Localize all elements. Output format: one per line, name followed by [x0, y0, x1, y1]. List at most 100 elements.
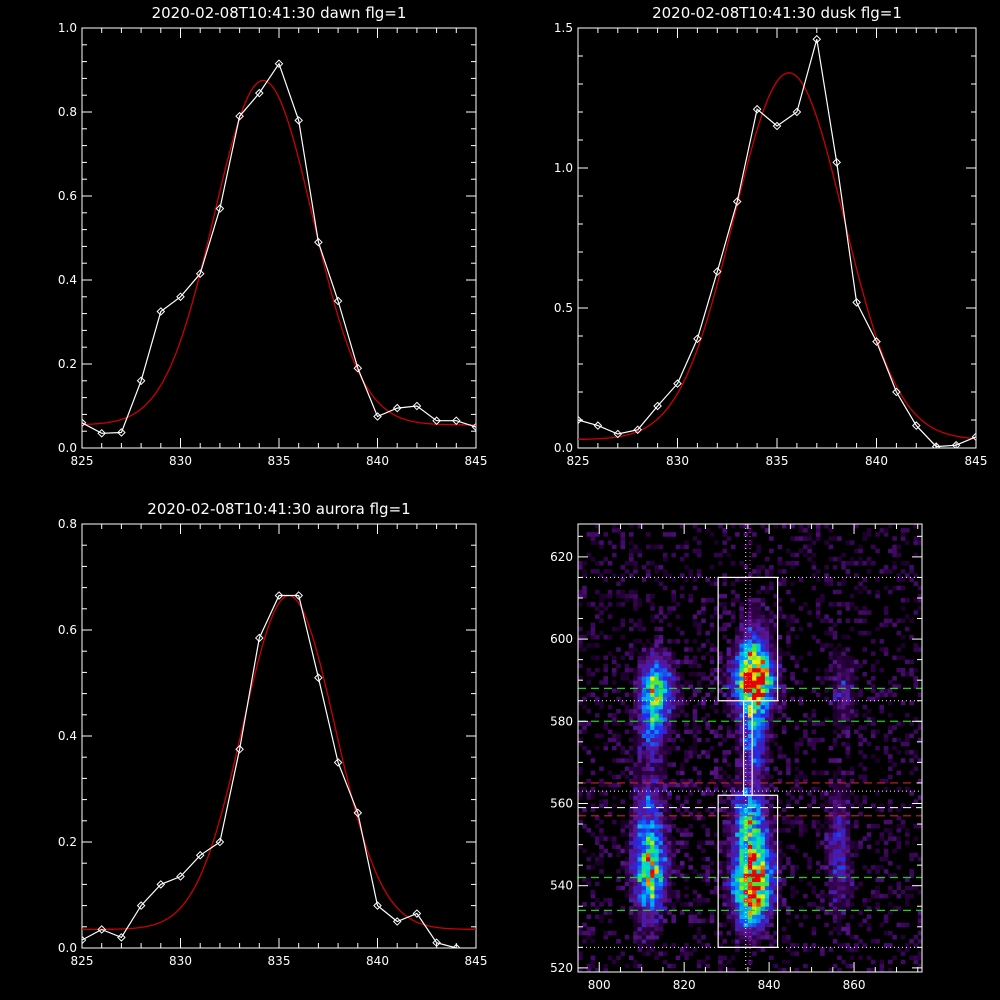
data-point	[333, 758, 343, 767]
data-point	[97, 925, 107, 934]
data-line	[578, 39, 976, 448]
data-point	[156, 307, 166, 316]
x-tick-label: 825	[71, 454, 94, 468]
data-point	[294, 116, 304, 125]
data-point	[254, 88, 264, 98]
data-point	[373, 412, 382, 421]
data-point	[832, 158, 842, 167]
data-point	[693, 334, 702, 344]
data-point	[195, 850, 205, 860]
y-tick-label: 580	[550, 714, 573, 728]
data-line	[82, 594, 457, 948]
data-point	[772, 121, 782, 131]
x-tick-label: 835	[268, 954, 291, 968]
x-tick-label: 845	[965, 454, 988, 468]
data-point	[333, 296, 343, 306]
data-point	[156, 880, 166, 889]
data-point	[195, 269, 205, 279]
data-point	[892, 387, 901, 397]
x-tick-label: 845	[465, 954, 488, 968]
data-point	[176, 872, 185, 881]
y-tick-label: 0.8	[58, 517, 77, 531]
fit-curve	[578, 72, 976, 441]
data-point	[136, 376, 146, 386]
heatmap-image	[578, 524, 922, 972]
data-point	[392, 917, 402, 926]
data-point	[673, 379, 682, 388]
data-point	[412, 909, 422, 918]
plot-area	[82, 591, 476, 948]
chart-title: 2020-02-08T10:41:30 aurora flg=1	[147, 500, 410, 518]
data-point	[712, 267, 722, 276]
data-point	[314, 237, 323, 247]
x-tick-label: 825	[71, 954, 94, 968]
data-point	[117, 428, 126, 437]
data-point	[274, 591, 284, 600]
data-point	[353, 808, 363, 818]
data-point	[931, 442, 941, 448]
x-tick-label: 860	[843, 978, 866, 992]
x-tick-label: 845	[465, 454, 488, 468]
data-point	[274, 59, 284, 69]
data-point	[235, 111, 244, 121]
data-point	[215, 204, 225, 213]
data-point	[412, 401, 422, 411]
fit-curve	[82, 594, 476, 931]
y-tick-label: 0.6	[58, 189, 77, 203]
data-point	[971, 432, 976, 442]
y-tick-label: 600	[550, 632, 573, 646]
data-point	[373, 901, 382, 910]
inner-strip-box	[743, 700, 753, 796]
data-point	[633, 425, 643, 435]
data-point	[215, 837, 225, 847]
y-tick-label: 0.0	[554, 441, 573, 455]
fit-curve	[82, 79, 476, 426]
data-point	[176, 292, 185, 302]
data-point	[235, 744, 244, 754]
y-tick-label: 0.0	[58, 441, 77, 455]
data-point	[353, 363, 363, 373]
data-point	[852, 298, 861, 307]
plot-area	[578, 34, 976, 448]
x-tick-label: 835	[766, 454, 789, 468]
y-tick-label: 1.0	[58, 21, 77, 35]
x-tick-label: 840	[865, 454, 888, 468]
y-tick-label: 0.0	[58, 941, 77, 955]
data-point	[82, 935, 87, 945]
y-tick-label: 0.4	[58, 273, 77, 287]
data-point	[752, 104, 762, 114]
data-point	[593, 421, 603, 430]
plot-frame	[577, 27, 977, 449]
data-point	[812, 34, 822, 44]
data-line	[82, 62, 476, 434]
x-tick-label: 830	[169, 954, 192, 968]
x-tick-label: 825	[567, 454, 590, 468]
y-tick-label: 0.2	[58, 357, 77, 371]
x-tick-label: 840	[366, 454, 389, 468]
overlay	[578, 524, 922, 972]
y-tick-label: 560	[550, 796, 573, 810]
line-panel-2: 2020-02-08T10:41:30 aurora flg=1 825 830 83…	[58, 500, 488, 968]
y-tick-label: 0.4	[58, 729, 77, 743]
plot-area	[82, 59, 476, 438]
data-point	[578, 415, 583, 425]
data-point	[117, 933, 126, 942]
plot-frame	[81, 523, 477, 949]
data-point	[732, 197, 742, 206]
line-panel-1: 2020-02-08T10:41:30 dusk flg=1 825 830 835 8…	[554, 4, 988, 468]
data-point	[294, 591, 304, 600]
x-tick-label: 830	[666, 454, 689, 468]
chart-title: 2020-02-08T10:41:30 dusk flg=1	[652, 4, 902, 22]
data-point	[136, 901, 146, 910]
data-point	[254, 633, 264, 643]
data-point	[613, 429, 623, 439]
y-tick-label: 540	[550, 879, 573, 893]
data-point	[451, 416, 461, 426]
x-tick-label: 840	[758, 978, 781, 992]
y-tick-label: 620	[550, 550, 573, 564]
data-point	[451, 943, 461, 948]
x-tick-label: 830	[169, 454, 192, 468]
data-point	[471, 422, 476, 432]
data-point	[432, 938, 441, 948]
